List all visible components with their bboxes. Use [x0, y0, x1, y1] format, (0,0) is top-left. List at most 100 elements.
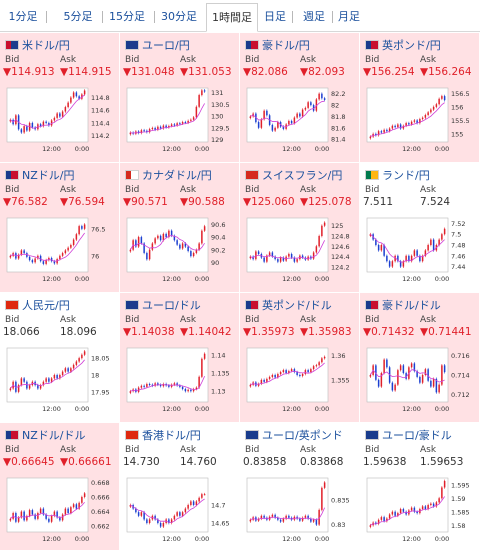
tab-1[interactable]: 5分足	[63, 10, 93, 23]
candle-body	[405, 123, 407, 126]
pair-title-link[interactable]: スイスフラン/円	[262, 169, 343, 182]
candle-body	[293, 369, 296, 373]
rate-chart[interactable]: 1.595 1.59 1.585 1.58 12:00 0:00	[364, 474, 476, 548]
candlestick-chart: 14.7 14.65 12:00 0:00	[126, 477, 230, 543]
pair-title-link[interactable]: 人民元/円	[22, 299, 70, 312]
x-tick-label: 12:00	[42, 275, 61, 283]
plot-area	[366, 347, 449, 403]
moving-average-line	[370, 496, 445, 526]
pair-title-link[interactable]: ランド/円	[382, 169, 430, 182]
pair-title-link[interactable]: ユーロ/円	[142, 39, 190, 52]
candle-body	[323, 356, 326, 359]
candle-body	[435, 502, 438, 507]
tab-4[interactable]: 1時間足	[206, 3, 258, 32]
plot-area	[366, 217, 449, 273]
moving-average-line	[130, 103, 205, 134]
candle-body	[375, 365, 377, 380]
pair-title-link[interactable]: ユーロ/英ポンド	[262, 429, 343, 442]
candle-body	[176, 383, 178, 386]
tab-3[interactable]: 30分足	[161, 10, 197, 23]
candle-body	[31, 260, 34, 263]
plot-area	[6, 347, 89, 403]
y-tick-label: 1.14	[211, 352, 225, 360]
x-tick-label: 12:00	[162, 275, 181, 283]
candle-body	[67, 368, 69, 372]
ask-label: Ask	[420, 315, 437, 325]
rate-chart[interactable]: 131 130.5 130 129.5 129 12:00 0:00	[124, 84, 236, 158]
candle-body	[263, 257, 265, 262]
tab-5[interactable]: 日足	[264, 10, 286, 23]
candle-body	[184, 243, 187, 247]
rate-chart[interactable]: 1.36 1.355 12:00 0:00	[244, 344, 356, 418]
candle-body	[397, 370, 399, 385]
candle-body	[260, 379, 263, 384]
candle-body	[61, 111, 64, 117]
candle-body	[59, 375, 61, 379]
candle-body	[249, 384, 252, 387]
candle-body	[20, 250, 23, 255]
candle-body	[386, 129, 388, 132]
candle-body	[301, 517, 304, 521]
rate-chart[interactable]: 76.5 76 12:00 0:00	[4, 214, 116, 288]
candle-body	[369, 375, 372, 377]
rate-chart[interactable]: 0.835 0.83 12:00 0:00	[244, 474, 356, 548]
rate-chart[interactable]: 7.52 7.5 7.48 7.46 7.44 12:00 0:00	[364, 214, 476, 288]
ask-price: ▼76.594	[60, 196, 105, 208]
moving-average-line	[10, 232, 85, 262]
moving-average-line	[250, 240, 325, 260]
gb-flag-icon	[245, 300, 259, 310]
rate-chart[interactable]: 1.14 1.135 1.13 12:00 0:00	[124, 344, 236, 418]
bid-label: Bid	[5, 185, 20, 195]
plot-area	[126, 347, 209, 403]
candle-body	[70, 507, 72, 514]
tab-0[interactable]: 1分足	[8, 10, 38, 23]
tab-6[interactable]: 週足	[303, 10, 325, 23]
rate-chart[interactable]: 90.6 90.4 90.2 90 12:00 0:00	[124, 214, 236, 288]
rate-chart[interactable]: 0.668 0.666 0.664 0.662 12:00 0:00	[4, 474, 116, 548]
rate-chart[interactable]: 156.5 156 155.5 155 12:00 0:00	[364, 84, 476, 158]
candle-body	[285, 370, 287, 374]
tab-2[interactable]: 15分足	[109, 10, 145, 23]
rate-card: カナダドル/円 Bid Ask ▼90.571 ▼90.588 90.6 90.4 90.2 9…	[120, 163, 240, 293]
pair-title-link[interactable]: 英ポンド/ドル	[262, 299, 332, 312]
pair-title-link[interactable]: 豪ドル/円	[262, 39, 310, 52]
candle-body	[17, 254, 20, 259]
candle-body	[288, 254, 290, 257]
rate-chart[interactable]: 125 124.8 124.6 124.4 124.2 12:00 0:00	[244, 214, 356, 288]
pair-title-link[interactable]: 豪ドル/ドル	[382, 299, 441, 312]
candle-body	[375, 133, 377, 136]
pair-title-link[interactable]: カナダドル/円	[142, 169, 212, 182]
candle-body	[39, 385, 42, 389]
ask-price: ▼0.66661	[60, 456, 112, 468]
candle-body	[23, 250, 25, 254]
ask-label: Ask	[180, 445, 197, 455]
rate-chart[interactable]: 14.7 14.65 12:00 0:00	[124, 474, 236, 548]
rate-chart[interactable]: 0.716 0.714 0.712 12:00 0:00	[364, 344, 476, 418]
y-tick-label: 1.355	[331, 376, 350, 384]
pair-title-link[interactable]: NZドル/円	[22, 169, 75, 182]
candle-body	[201, 230, 203, 244]
za-flag-icon	[365, 170, 379, 180]
y-tick-label: 129.5	[211, 124, 230, 132]
pair-title-link[interactable]: 香港ドル/円	[142, 429, 201, 442]
pair-title-link[interactable]: 米ドル/円	[22, 39, 70, 52]
pair-title-link[interactable]: ユーロ/ドル	[142, 299, 201, 312]
candle-body	[176, 123, 178, 126]
candle-body	[129, 391, 132, 393]
rate-chart[interactable]: 82.2 82 81.8 81.6 81.4 12:00 0:00	[244, 84, 356, 158]
pair-title-link[interactable]: NZドル/ドル	[22, 429, 86, 442]
bid-label: Bid	[245, 315, 260, 325]
pair-title-link[interactable]: 英ポンド/円	[382, 39, 441, 52]
x-tick-label: 0:00	[315, 405, 330, 413]
y-tick-label: 124.8	[331, 233, 350, 241]
candlestick-chart: 18.05 18 17.95 12:00 0:00	[6, 347, 110, 413]
pair-title-link[interactable]: ユーロ/豪ドル	[382, 429, 452, 442]
x-tick-label: 12:00	[282, 405, 301, 413]
ask-price: 14.760	[180, 456, 217, 468]
y-tick-label: 1.59	[451, 495, 465, 503]
candle-body	[271, 124, 274, 131]
rate-chart[interactable]: 114.8 114.6 114.4 114.2 12:00 0:00	[4, 84, 116, 158]
tab-7[interactable]: 月足	[338, 10, 360, 23]
x-tick-label: 0:00	[435, 535, 450, 543]
rate-chart[interactable]: 18.05 18 17.95 12:00 0:00	[4, 344, 116, 418]
